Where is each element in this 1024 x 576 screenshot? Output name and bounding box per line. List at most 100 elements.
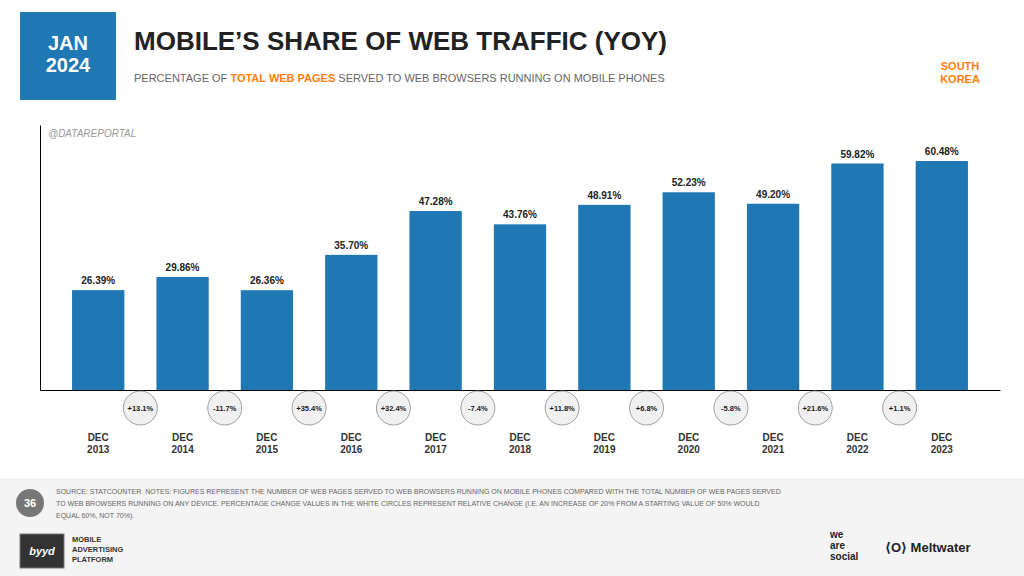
x-tick-label: DEC2020 <box>678 432 701 455</box>
x-tick: DEC2017 <box>425 432 448 455</box>
bar <box>409 211 461 390</box>
data-label: 29.86% <box>166 262 200 273</box>
x-tick: DEC2023 <box>931 432 954 455</box>
text-line: JAN <box>48 32 88 54</box>
date-label: JAN2024 <box>46 32 91 76</box>
bar <box>325 255 377 390</box>
data-label: 48.91% <box>587 190 621 201</box>
watermark: @DATAREPORTAL <box>48 128 136 139</box>
meltwater-logo: ⟨O⟩ Meltwater <box>885 540 971 555</box>
x-tick: DEC2020 <box>678 432 701 455</box>
title: MOBILE’S SHARE OF WEB TRAFFIC (YOY) <box>134 26 667 56</box>
change-label: -5.8% <box>721 404 741 413</box>
text-line: PLATFORM <box>72 555 113 564</box>
we-are-social-logo: wearesocial <box>829 529 859 562</box>
change-badge <box>376 391 410 425</box>
x-tick: DEC2013 <box>87 432 110 455</box>
bar <box>747 204 799 390</box>
text-line: are <box>830 540 845 551</box>
x-tick: DEC2016 <box>340 432 363 455</box>
data-label: 49.20% <box>756 189 790 200</box>
text-line: DEC <box>341 432 362 443</box>
text-line: social <box>830 551 859 562</box>
footer-background <box>0 478 1024 576</box>
data-label: 26.36% <box>250 275 284 286</box>
change-label: +21.6% <box>802 404 828 413</box>
chart: JAN2024 MOBILE’S SHARE OF WEB TRAFFIC (YO… <box>0 0 1024 576</box>
text-line: DEC <box>763 432 784 443</box>
platform-label: MOBILEADVERTISINGPLATFORM <box>72 535 123 564</box>
change-badge <box>292 391 326 425</box>
x-tick: DEC2021 <box>762 432 785 455</box>
x-tick: DEC2015 <box>256 432 279 455</box>
x-tick-label: DEC2013 <box>87 432 110 455</box>
data-labels: 26.39% 29.86% 26.36% 35.70% 47.28% 43.76% 48.9… <box>81 146 959 286</box>
text-line: DEC <box>425 432 446 443</box>
x-tick-label: DEC2023 <box>931 432 954 455</box>
bar <box>831 164 883 390</box>
x-tick: DEC2014 <box>171 432 194 455</box>
text-line: 2018 <box>509 444 532 455</box>
change-badge <box>208 391 242 425</box>
text-line: 2020 <box>678 444 701 455</box>
data-label: 59.82% <box>840 149 874 160</box>
x-axis: DEC2013DEC2014DEC2015DEC2016DEC2017DEC20… <box>41 391 1001 455</box>
change-label: +32.4% <box>381 404 407 413</box>
x-tick: DEC2018 <box>509 432 532 455</box>
change-label: -11.7% <box>213 404 237 413</box>
text-line: 2014 <box>171 444 194 455</box>
bars <box>72 161 968 390</box>
text-line: DEC <box>594 432 615 443</box>
change-badges: +13.1%-11.7%+35.4%+32.4%-7.4%+11.8%+6.8%… <box>123 391 916 425</box>
text-line: 2022 <box>846 444 869 455</box>
text-line: 2013 <box>87 444 110 455</box>
change-badge <box>123 391 157 425</box>
data-label: 35.70% <box>334 240 368 251</box>
text-line: 2023 <box>931 444 954 455</box>
text-line: SOUTH <box>941 60 980 72</box>
change-label: +11.8% <box>550 404 576 413</box>
bar <box>72 290 124 390</box>
text-line: DEC <box>88 432 109 443</box>
x-tick-label: DEC2014 <box>171 432 194 455</box>
change-badge <box>798 391 832 425</box>
change-label: +6.8% <box>636 404 658 413</box>
byyd-box <box>20 534 64 568</box>
x-tick-label: DEC2019 <box>593 432 616 455</box>
data-label: 26.39% <box>81 275 115 286</box>
text-line: 2016 <box>340 444 363 455</box>
text-line: DEC <box>256 432 277 443</box>
subtitle-part: SERVED TO WEB BROWSERS RUNNING ON MOBILE… <box>335 72 664 84</box>
change-label: +35.4% <box>296 404 322 413</box>
text-line: 2024 <box>46 54 91 76</box>
x-tick-label: DEC2017 <box>425 432 448 455</box>
text-line: 2017 <box>425 444 448 455</box>
bar <box>663 192 715 390</box>
data-label: 43.76% <box>503 209 537 220</box>
change-badge <box>545 391 579 425</box>
y-axis <box>40 126 41 391</box>
x-tick-label: DEC2018 <box>509 432 532 455</box>
subtitle-part: PERCENTAGE OF <box>134 72 230 84</box>
x-tick: DEC2022 <box>846 432 869 455</box>
bar <box>156 277 208 390</box>
x-tick-label: DEC2021 <box>762 432 785 455</box>
text-line: DEC <box>847 432 868 443</box>
page-badge <box>16 489 44 517</box>
data-label: 47.28% <box>419 196 453 207</box>
change-label: +1.1% <box>889 404 911 413</box>
subtitle: PERCENTAGE OF TOTAL WEB PAGES SERVED TO … <box>134 72 665 84</box>
text-line: 2019 <box>593 444 616 455</box>
change-badge <box>714 391 748 425</box>
x-tick-label: DEC2016 <box>340 432 363 455</box>
y-axis-line <box>40 126 41 391</box>
text-line: DEC <box>172 432 193 443</box>
change-badge <box>461 391 495 425</box>
x-tick-label: DEC2015 <box>256 432 279 455</box>
text-line: 2021 <box>762 444 785 455</box>
text-line: KOREA <box>940 73 980 85</box>
x-axis-line <box>41 390 1001 391</box>
change-badge <box>883 391 917 425</box>
text-line: we <box>829 529 844 540</box>
data-label: 60.48% <box>925 146 959 157</box>
